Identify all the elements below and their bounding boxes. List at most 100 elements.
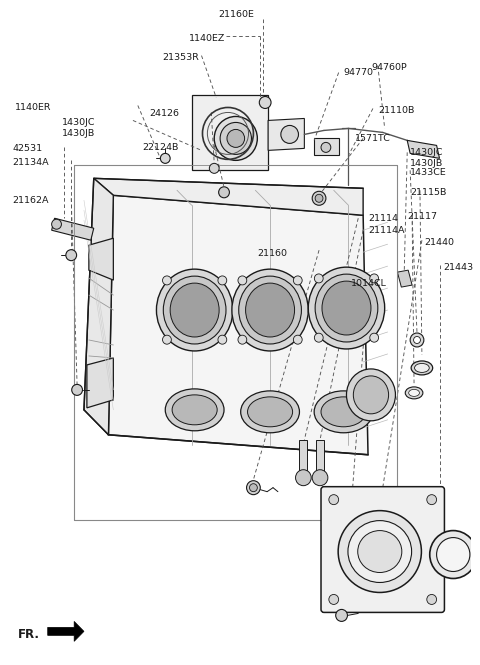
Ellipse shape bbox=[163, 276, 226, 344]
Circle shape bbox=[314, 274, 323, 283]
Polygon shape bbox=[84, 178, 113, 435]
Circle shape bbox=[314, 333, 323, 342]
Text: 1014CL: 1014CL bbox=[351, 279, 387, 287]
Circle shape bbox=[163, 276, 171, 285]
Circle shape bbox=[321, 142, 331, 152]
Text: 1430JC: 1430JC bbox=[410, 148, 444, 157]
Circle shape bbox=[315, 194, 323, 202]
Text: 22124B: 22124B bbox=[143, 143, 179, 152]
Text: 94770: 94770 bbox=[344, 68, 373, 77]
Ellipse shape bbox=[248, 397, 293, 427]
Ellipse shape bbox=[430, 531, 477, 579]
Polygon shape bbox=[48, 621, 84, 641]
Bar bbox=[74, 166, 397, 519]
Text: 21160E: 21160E bbox=[218, 10, 254, 19]
Polygon shape bbox=[108, 196, 368, 455]
Circle shape bbox=[293, 276, 302, 285]
Circle shape bbox=[293, 335, 302, 344]
Circle shape bbox=[209, 164, 219, 174]
Text: 94760P: 94760P bbox=[371, 63, 407, 72]
Ellipse shape bbox=[246, 283, 295, 337]
Ellipse shape bbox=[405, 387, 423, 399]
Circle shape bbox=[410, 333, 424, 347]
Circle shape bbox=[247, 481, 260, 495]
Ellipse shape bbox=[240, 391, 300, 433]
Circle shape bbox=[218, 276, 227, 285]
Text: 1430JB: 1430JB bbox=[410, 159, 444, 168]
Polygon shape bbox=[87, 358, 113, 408]
Circle shape bbox=[72, 384, 83, 396]
Polygon shape bbox=[94, 178, 363, 215]
Ellipse shape bbox=[415, 364, 429, 372]
Polygon shape bbox=[52, 218, 94, 240]
Text: 1430JB: 1430JB bbox=[61, 129, 95, 138]
Ellipse shape bbox=[214, 116, 257, 160]
Ellipse shape bbox=[338, 511, 421, 593]
Circle shape bbox=[329, 595, 339, 604]
Circle shape bbox=[370, 333, 379, 342]
Circle shape bbox=[427, 595, 437, 604]
Circle shape bbox=[370, 274, 379, 283]
Ellipse shape bbox=[321, 397, 366, 427]
Circle shape bbox=[312, 192, 326, 205]
Text: 1571TC: 1571TC bbox=[355, 134, 391, 143]
Text: 21110B: 21110B bbox=[378, 106, 414, 115]
Circle shape bbox=[218, 335, 227, 344]
Polygon shape bbox=[407, 140, 440, 158]
FancyBboxPatch shape bbox=[321, 487, 444, 612]
Ellipse shape bbox=[411, 361, 432, 375]
Text: 1430JC: 1430JC bbox=[61, 118, 95, 127]
Text: 21114: 21114 bbox=[368, 213, 398, 223]
Ellipse shape bbox=[170, 283, 219, 337]
Ellipse shape bbox=[437, 537, 470, 571]
Ellipse shape bbox=[172, 395, 217, 425]
Circle shape bbox=[238, 335, 247, 344]
Text: 42531: 42531 bbox=[12, 144, 43, 153]
Text: 21115B: 21115B bbox=[410, 188, 446, 197]
Ellipse shape bbox=[232, 269, 308, 351]
Text: 1433CE: 1433CE bbox=[410, 168, 447, 177]
Ellipse shape bbox=[156, 269, 233, 351]
Circle shape bbox=[52, 219, 61, 229]
Ellipse shape bbox=[348, 521, 412, 583]
Circle shape bbox=[414, 336, 420, 344]
Circle shape bbox=[329, 495, 339, 505]
Text: 21443: 21443 bbox=[444, 263, 474, 271]
Text: 21117: 21117 bbox=[407, 211, 437, 221]
Bar bbox=[192, 96, 268, 170]
Circle shape bbox=[250, 483, 257, 491]
Ellipse shape bbox=[227, 130, 245, 148]
Bar bbox=[300, 440, 307, 477]
Text: 21134A: 21134A bbox=[12, 158, 49, 167]
Polygon shape bbox=[268, 118, 304, 150]
Circle shape bbox=[259, 96, 271, 108]
Circle shape bbox=[219, 187, 229, 198]
Ellipse shape bbox=[281, 126, 299, 144]
Ellipse shape bbox=[220, 122, 252, 154]
Text: 1140ER: 1140ER bbox=[15, 103, 52, 112]
Circle shape bbox=[163, 335, 171, 344]
Ellipse shape bbox=[353, 376, 389, 414]
Bar bbox=[316, 440, 324, 477]
Circle shape bbox=[238, 276, 247, 285]
Circle shape bbox=[312, 469, 328, 485]
Text: 21160: 21160 bbox=[257, 249, 288, 257]
Ellipse shape bbox=[239, 276, 301, 344]
Text: 21114A: 21114A bbox=[368, 225, 405, 235]
Circle shape bbox=[427, 495, 437, 505]
Circle shape bbox=[66, 249, 77, 261]
Ellipse shape bbox=[165, 389, 224, 431]
Text: 21162A: 21162A bbox=[12, 196, 49, 205]
Polygon shape bbox=[397, 270, 412, 287]
Ellipse shape bbox=[408, 390, 420, 396]
Circle shape bbox=[336, 609, 348, 621]
Circle shape bbox=[296, 469, 311, 485]
Circle shape bbox=[160, 154, 170, 164]
Polygon shape bbox=[314, 138, 339, 156]
Ellipse shape bbox=[308, 267, 384, 349]
Ellipse shape bbox=[347, 369, 396, 421]
Polygon shape bbox=[89, 238, 113, 280]
Ellipse shape bbox=[358, 531, 402, 573]
Text: 1140EZ: 1140EZ bbox=[189, 34, 225, 43]
Ellipse shape bbox=[315, 274, 378, 342]
